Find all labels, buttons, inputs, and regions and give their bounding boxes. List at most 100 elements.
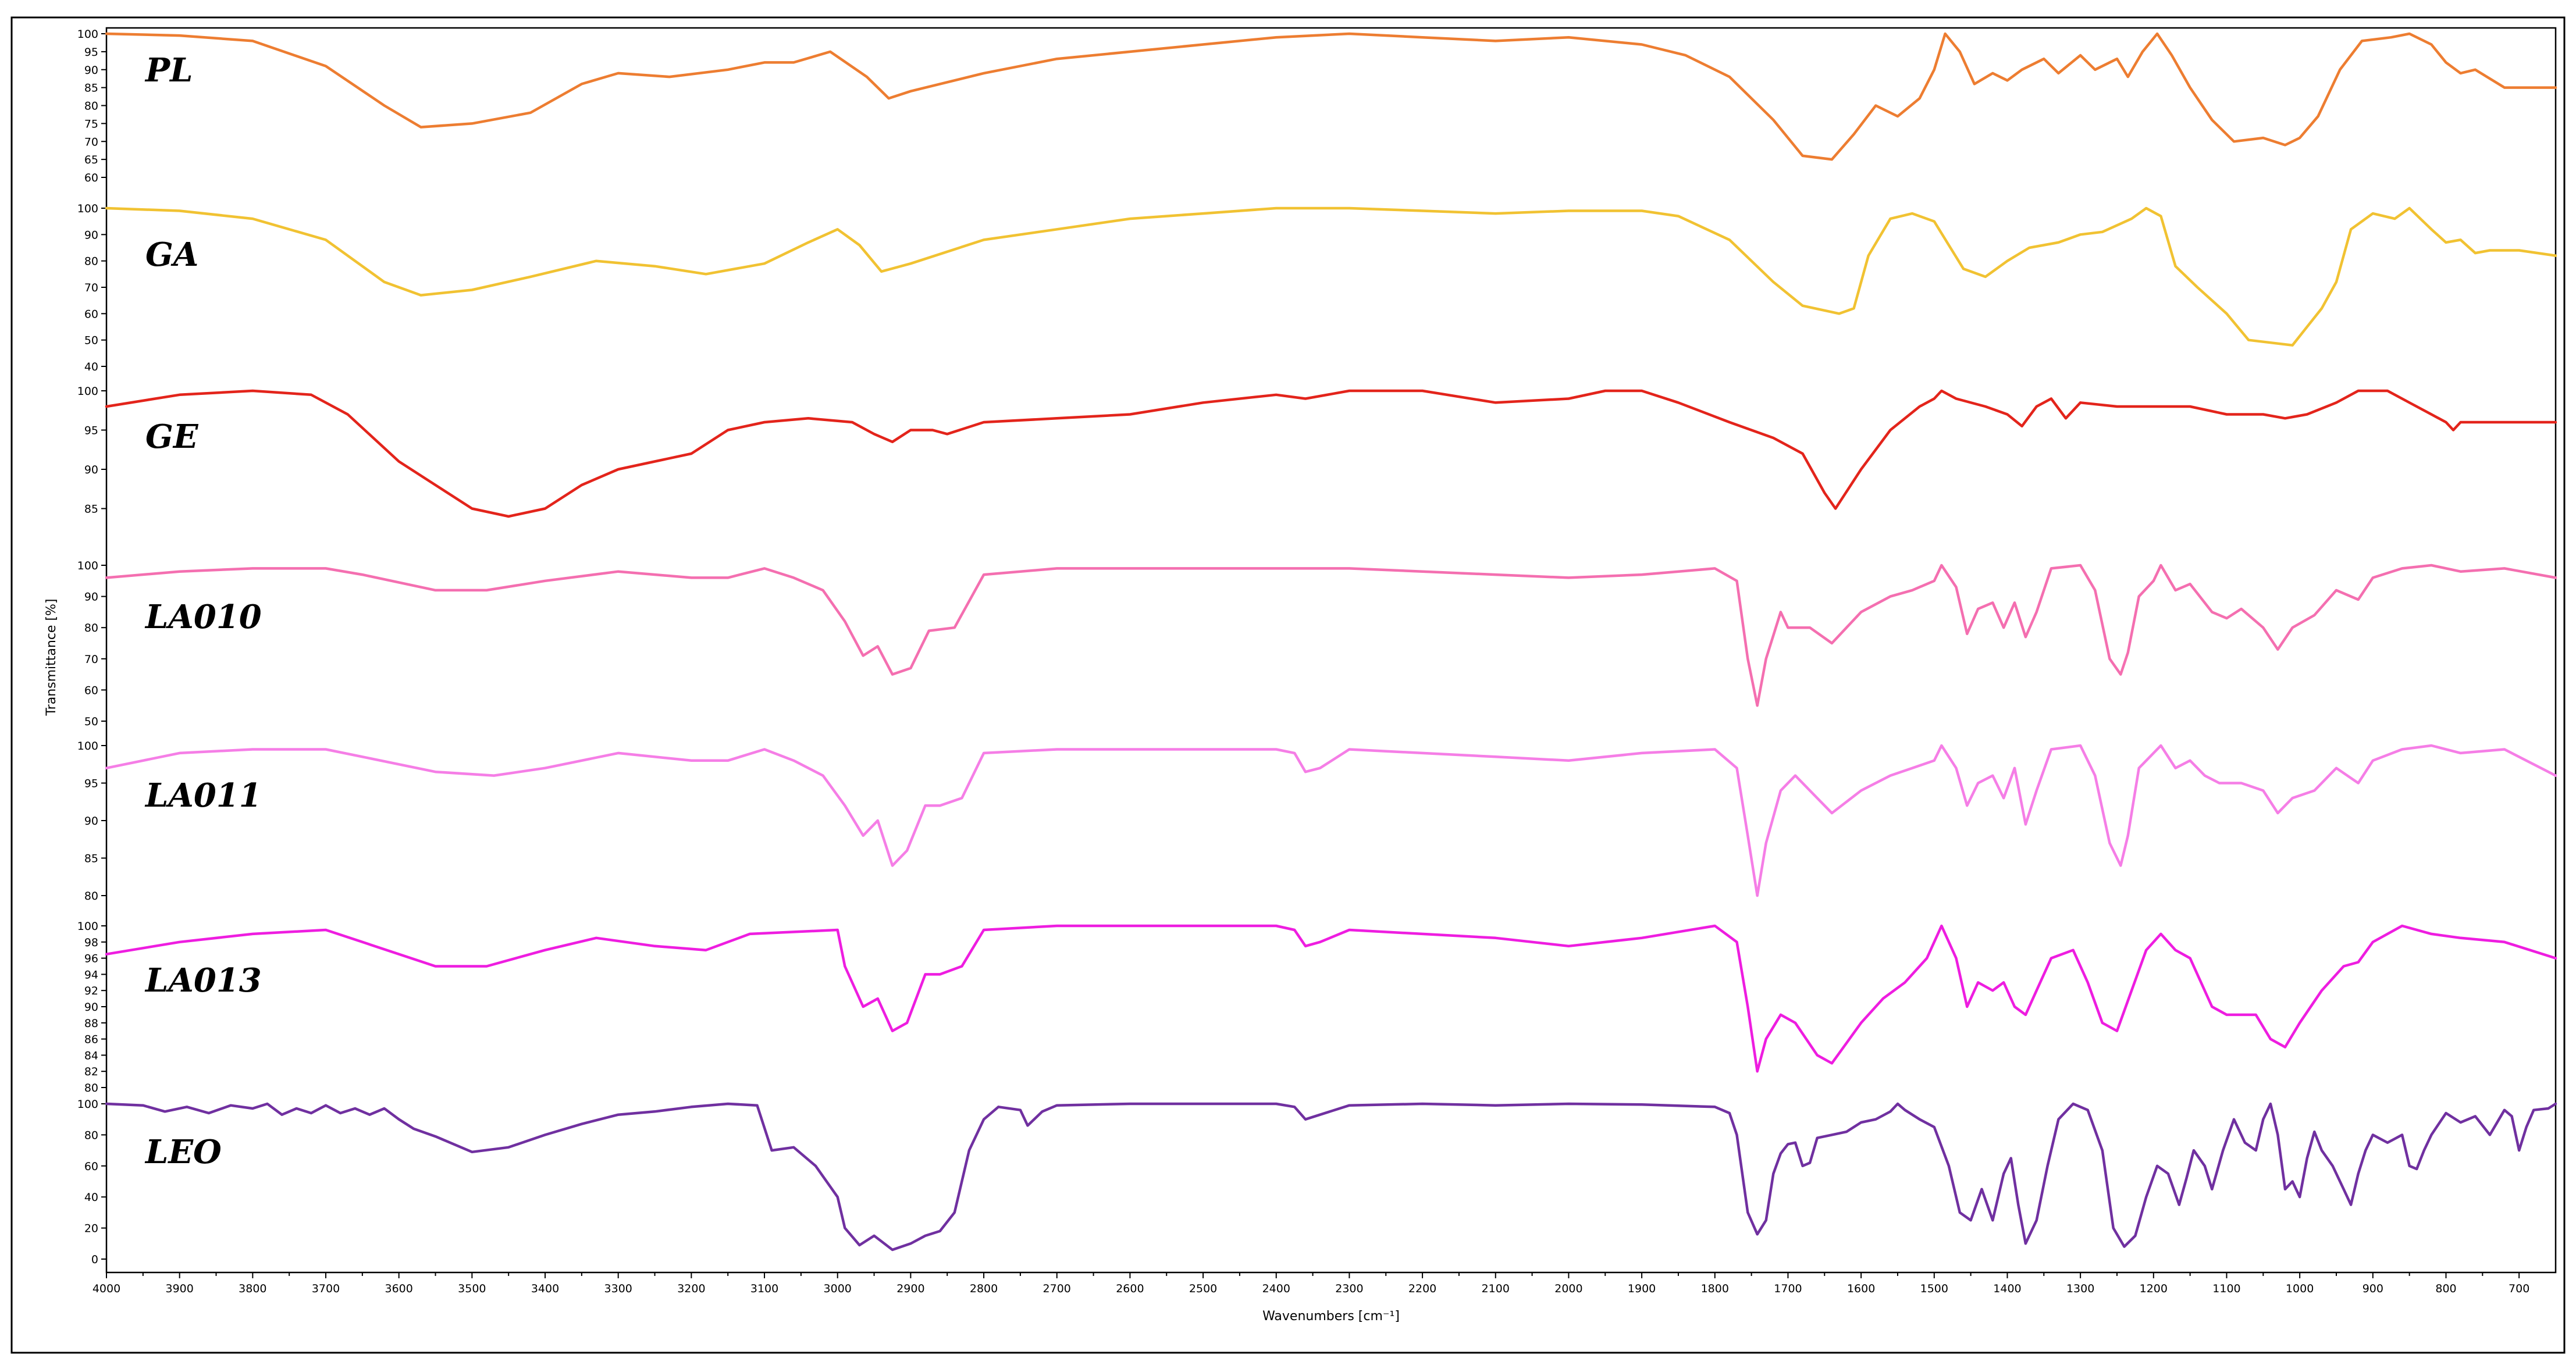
y-tick-label: 100 (77, 920, 98, 933)
y-tick-label: 90 (84, 464, 98, 476)
x-tick-label: 2200 (1408, 1282, 1436, 1295)
y-tick-label: 96 (84, 953, 98, 965)
series-label-la010: LA010 (144, 598, 262, 636)
y-tick-label: 90 (84, 229, 98, 241)
y-tick-label: 70 (84, 281, 98, 294)
y-tick-label: 90 (84, 591, 98, 604)
y-tick-label: 80 (84, 622, 98, 634)
y-tick-label: 40 (84, 1191, 98, 1204)
x-tick-label: 1200 (2140, 1282, 2168, 1295)
x-tick-label: 2800 (970, 1282, 998, 1295)
y-tick-label: 80 (84, 1129, 98, 1142)
series-label-pl: PL (144, 51, 193, 90)
series-label-leo: LEO (144, 1133, 222, 1171)
y-tick-label: 80 (84, 890, 98, 903)
x-axis: 4000 3900 3800 3700 3600 3500 3400 3300 3200 3100… (92, 1272, 2529, 1295)
x-tick-label: 800 (2435, 1282, 2456, 1295)
x-tick-label: 2100 (1482, 1282, 1510, 1295)
y-tick-label: 85 (84, 503, 98, 516)
y-tick-label: 80 (84, 1082, 98, 1095)
series-label-la011: LA011 (144, 776, 262, 815)
x-tick-label: 3900 (165, 1282, 193, 1295)
y-tick-label: 95 (84, 46, 98, 59)
x-tick-label: 1700 (1774, 1282, 1802, 1295)
x-tick-label: 3000 (824, 1282, 852, 1295)
y-tick-label: 80 (84, 100, 98, 113)
y-tick-label: 20 (84, 1222, 98, 1235)
y-tick-label: 100 (77, 202, 98, 215)
series-line-pl (105, 32, 2557, 161)
x-tick-label: 4000 (92, 1282, 120, 1295)
y-tick-label: 40 (84, 361, 98, 373)
y-tick-label: 88 (84, 1017, 98, 1030)
y-tick-label: 95 (84, 778, 98, 790)
x-tick-label: 2300 (1335, 1282, 1363, 1295)
x-tick-label: 3400 (531, 1282, 559, 1295)
series-line-la011 (105, 744, 2557, 897)
x-tick-label: 1800 (1701, 1282, 1729, 1295)
x-tick-label: 1600 (1847, 1282, 1875, 1295)
x-tick-label: 3200 (677, 1282, 705, 1295)
series-label-ga: GA (145, 236, 198, 274)
y-tick-label: 50 (84, 715, 98, 728)
x-tick-label: 1900 (1628, 1282, 1656, 1295)
x-tick-label: 2000 (1554, 1282, 1582, 1295)
y-tick-label: 70 (84, 136, 98, 148)
x-tick-label: 2400 (1262, 1282, 1290, 1295)
series-line-ga (105, 206, 2557, 347)
y-tick-label: 86 (84, 1033, 98, 1046)
y-tick-label: 84 (84, 1049, 98, 1062)
x-tick-label: 2500 (1189, 1282, 1217, 1295)
x-tick-label: 2600 (1116, 1282, 1144, 1295)
figure-border (10, 16, 2566, 1354)
series-line-ge (105, 389, 2557, 518)
y-tick-label: 90 (84, 815, 98, 828)
series-label-la013: LA013 (144, 961, 262, 1000)
y-tick-label: 98 (84, 936, 98, 949)
plot-area (105, 27, 2557, 1274)
x-tick-label: 3100 (750, 1282, 778, 1295)
x-tick-label: 1500 (1920, 1282, 1948, 1295)
y-tick-label: 75 (84, 117, 98, 130)
x-tick-label: 3300 (604, 1282, 632, 1295)
y-tick-label: 94 (84, 968, 98, 981)
y-tick-label: 90 (84, 64, 98, 77)
x-axis-title: Wavenumbers [cm⁻¹] (1262, 1309, 1400, 1324)
x-tick-label: 3500 (458, 1282, 486, 1295)
x-tick-label: 1300 (2066, 1282, 2094, 1295)
x-tick-label: 3700 (312, 1282, 340, 1295)
y-tick-label: 80 (84, 255, 98, 268)
x-tick-label: 900 (2362, 1282, 2383, 1295)
y-tick-label: 100 (77, 1098, 98, 1111)
series-line-la010 (105, 564, 2557, 707)
x-tick-label: 1400 (1993, 1282, 2021, 1295)
y-tick-label: 100 (77, 385, 98, 398)
y-tick-label: 0 (91, 1253, 98, 1266)
y-tick-label: 100 (77, 740, 98, 753)
y-tick-label: 95 (84, 425, 98, 437)
panel-label-layer: PL GA GE LA010 LA011 LA013 LEO (144, 51, 262, 1171)
x-tick-label: 3800 (239, 1282, 266, 1295)
y-tick-label: 50 (84, 334, 98, 347)
x-tick-label: 3600 (385, 1282, 413, 1295)
series-layer (105, 32, 2557, 1252)
x-tick-label: 1000 (2286, 1282, 2314, 1295)
y-tick-label: 100 (77, 28, 98, 41)
y-tick-label: 65 (84, 154, 98, 166)
series-line-leo (105, 1102, 2557, 1252)
series-line-la013 (105, 924, 2557, 1073)
x-tick-label: 1100 (2212, 1282, 2240, 1295)
series-label-ge: GE (145, 418, 199, 456)
y-tick-label: 60 (84, 172, 98, 184)
x-tick-label: 2900 (896, 1282, 924, 1295)
y-tick-label: 60 (84, 308, 98, 320)
y-tick-label: 100 (77, 559, 98, 572)
y-axis-title: Transmittance [%] (44, 598, 59, 716)
x-tick-label: 2700 (1043, 1282, 1071, 1295)
x-tick-label: 700 (2509, 1282, 2529, 1295)
y-tick-label: 85 (84, 82, 98, 95)
y-tick-label: 92 (84, 985, 98, 997)
y-tick-label: 60 (84, 684, 98, 697)
y-tick-layer: 100 95 90 85 80 75 70 65 60 100 90 80 70 60 50 40 100 95 9… (77, 28, 106, 1266)
